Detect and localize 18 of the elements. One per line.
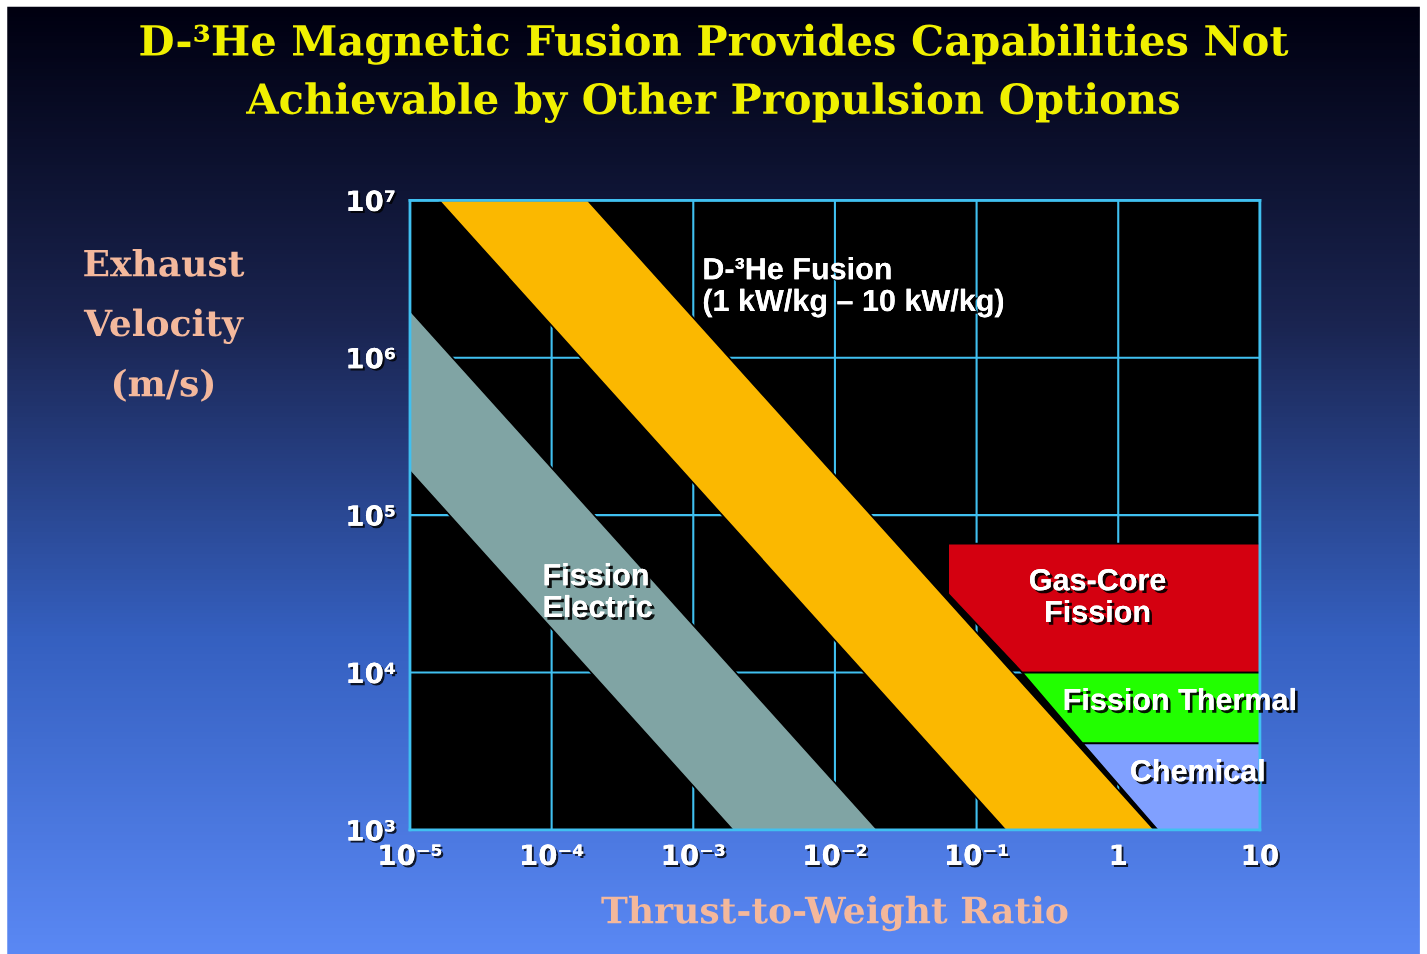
x-tick-label: 10⁻⁴ (522, 844, 586, 868)
series-label: Fission Electric (544, 563, 655, 621)
x-tick-label: 1 (1111, 844, 1129, 868)
series-label: Gas-Core Fission (1030, 568, 1169, 626)
y-tick-label: 10⁴ (348, 662, 398, 686)
x-tick-label: 10⁻² (805, 844, 869, 868)
y-axis-title: Exhaust Velocity (m/s) (83, 248, 245, 402)
x-tick-label: 10⁻¹ (946, 844, 1010, 868)
x-tick-label: 10⁻³ (663, 844, 727, 868)
y-tick-label: 10⁶ (348, 347, 397, 371)
series-label: Chemical (1131, 759, 1267, 785)
x-axis-title: Thrust-to-Weight Ratio (601, 895, 1068, 932)
y-tick-label: 10⁷ (348, 190, 397, 214)
x-tick-label: 10⁻⁵ (380, 844, 444, 868)
chart-title: D-³He Magnetic Fusion Provides Capabilities Not Achievable by Other Propulsion Options (140, 23, 1289, 124)
y-tick-label: 10⁵ (348, 505, 397, 529)
y-tick-label: 10³ (348, 819, 397, 844)
x-tick-label: 10 (1243, 844, 1280, 868)
